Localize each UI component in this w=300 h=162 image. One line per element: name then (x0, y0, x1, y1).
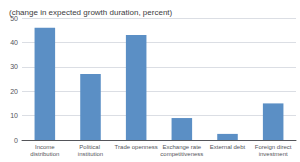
svg-text:Trade openness: Trade openness (115, 144, 158, 150)
svg-text:distribution: distribution (30, 151, 59, 157)
svg-text:Foreign direct: Foreign direct (255, 144, 292, 150)
svg-text:Income: Income (35, 144, 55, 150)
svg-text:40: 40 (10, 39, 18, 46)
svg-text:investment: investment (259, 151, 288, 157)
svg-text:(change in expected growth dur: (change in expected growth duration, per… (9, 8, 173, 17)
svg-text:30: 30 (10, 63, 18, 70)
svg-text:Political: Political (79, 144, 101, 150)
svg-text:50: 50 (10, 14, 18, 22)
svg-text:Exchange rate: Exchange rate (162, 144, 201, 150)
svg-text:competitiveness: competitiveness (160, 151, 203, 157)
svg-text:10: 10 (10, 112, 18, 119)
svg-text:institution: institution (78, 151, 103, 157)
svg-text:0: 0 (14, 137, 18, 144)
svg-text:External debt: External debt (210, 144, 246, 150)
svg-text:20: 20 (10, 88, 18, 95)
